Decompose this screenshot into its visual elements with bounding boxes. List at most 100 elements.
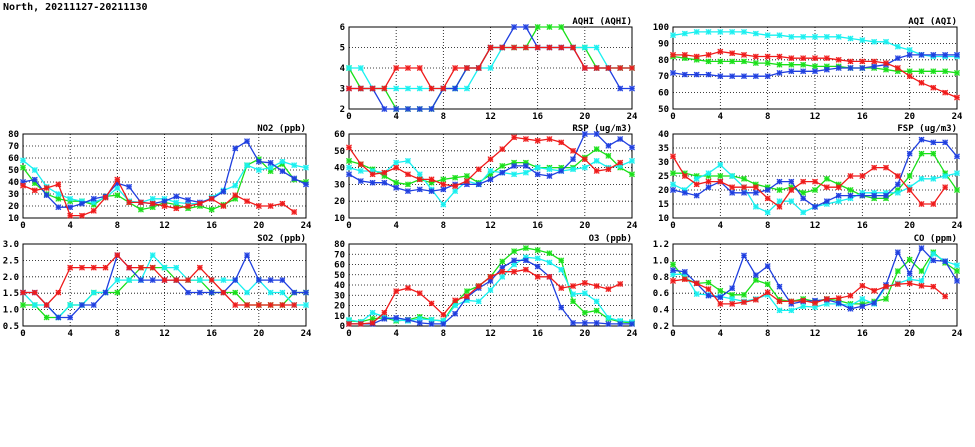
data-point: [581, 309, 588, 316]
marker-asterisk: [463, 297, 470, 304]
data-point: [114, 180, 121, 187]
marker-asterisk: [681, 276, 688, 283]
marker-asterisk: [487, 168, 494, 174]
marker-asterisk: [161, 264, 168, 271]
marker-asterisk: [405, 181, 411, 188]
data-point: [812, 55, 818, 62]
marker-asterisk: [558, 266, 565, 273]
marker-asterisk: [440, 186, 447, 193]
y-tick-label: 90: [658, 39, 669, 49]
marker-asterisk: [416, 186, 423, 193]
data-point: [463, 293, 470, 300]
data-point: [67, 264, 74, 271]
marker-asterisk: [693, 71, 700, 78]
marker-asterisk: [954, 268, 960, 275]
marker-asterisk: [883, 192, 889, 199]
data-point: [705, 279, 712, 286]
data-point: [570, 156, 576, 163]
marker-asterisk: [55, 289, 62, 296]
data-point: [20, 179, 26, 185]
marker-asterisk: [369, 171, 376, 178]
data-point: [918, 51, 925, 58]
x-tick-label: 20: [579, 112, 590, 122]
data-point: [546, 24, 553, 30]
data-point: [670, 170, 676, 177]
marker-asterisk: [570, 319, 576, 326]
marker-asterisk: [776, 53, 783, 60]
y-tick-label: 3: [340, 85, 345, 95]
marker-asterisk: [741, 299, 747, 306]
y-tick-label: 40: [658, 130, 669, 140]
data-point: [102, 194, 109, 201]
data-point: [440, 176, 447, 183]
marker-asterisk: [942, 139, 949, 146]
data-point: [593, 298, 600, 305]
y-tick-label: 15: [658, 200, 669, 210]
data-point: [67, 302, 74, 308]
data-point: [102, 289, 109, 296]
marker-asterisk: [196, 200, 203, 207]
marker-asterisk: [764, 53, 771, 60]
data-point: [800, 189, 807, 196]
data-point: [440, 320, 447, 327]
data-point: [369, 168, 376, 174]
marker-asterisk: [883, 189, 889, 196]
marker-asterisk: [114, 192, 121, 199]
marker-asterisk: [346, 171, 352, 178]
marker-asterisk: [693, 280, 700, 287]
marker-asterisk: [31, 180, 38, 187]
data-point: [705, 58, 712, 65]
data-point: [729, 173, 736, 179]
panel-title: AQI (AQI): [908, 17, 957, 27]
data-point: [894, 281, 901, 288]
data-point: [859, 303, 866, 310]
marker-asterisk: [558, 285, 565, 292]
marker-asterisk: [629, 171, 635, 178]
data-point: [511, 134, 518, 141]
marker-asterisk: [581, 279, 588, 286]
data-point: [741, 252, 747, 259]
marker-asterisk: [244, 302, 250, 308]
marker-asterisk: [729, 184, 736, 191]
data-point: [393, 65, 400, 71]
marker-asterisk: [764, 73, 771, 80]
marker-asterisk: [859, 303, 866, 310]
data-point: [381, 85, 388, 92]
marker-asterisk: [440, 181, 447, 188]
marker-asterisk: [487, 156, 494, 163]
data-point: [776, 203, 783, 210]
data-point: [593, 319, 600, 326]
data-point: [918, 282, 925, 289]
marker-asterisk: [232, 302, 239, 308]
data-point: [546, 250, 553, 257]
data-point: [428, 179, 435, 186]
data-point: [20, 182, 26, 189]
data-point: [20, 164, 26, 171]
data-point: [102, 264, 109, 271]
data-point: [357, 85, 364, 92]
marker-asterisk: [776, 283, 783, 290]
data-point: [705, 173, 712, 179]
data-point: [67, 195, 74, 202]
x-tick-label: 8: [115, 221, 120, 231]
marker-asterisk: [581, 44, 588, 51]
data-point: [43, 192, 50, 199]
data-point: [185, 289, 192, 296]
marker-asterisk: [871, 63, 878, 70]
panel-title: FSP (ug/m3): [897, 124, 957, 134]
marker-asterisk: [894, 189, 901, 196]
data-point: [593, 131, 600, 137]
marker-asterisk: [499, 146, 506, 153]
marker-asterisk: [835, 184, 842, 191]
x-tick-label: 12: [485, 329, 496, 339]
marker-asterisk: [31, 187, 38, 194]
data-point: [43, 314, 50, 321]
marker-asterisk: [393, 85, 400, 92]
data-point: [475, 65, 482, 71]
marker-asterisk: [558, 164, 565, 171]
data-point: [114, 176, 121, 183]
marker-asterisk: [522, 254, 529, 261]
marker-asterisk: [369, 85, 376, 92]
data-point: [930, 68, 937, 75]
marker-asterisk: [693, 192, 700, 199]
